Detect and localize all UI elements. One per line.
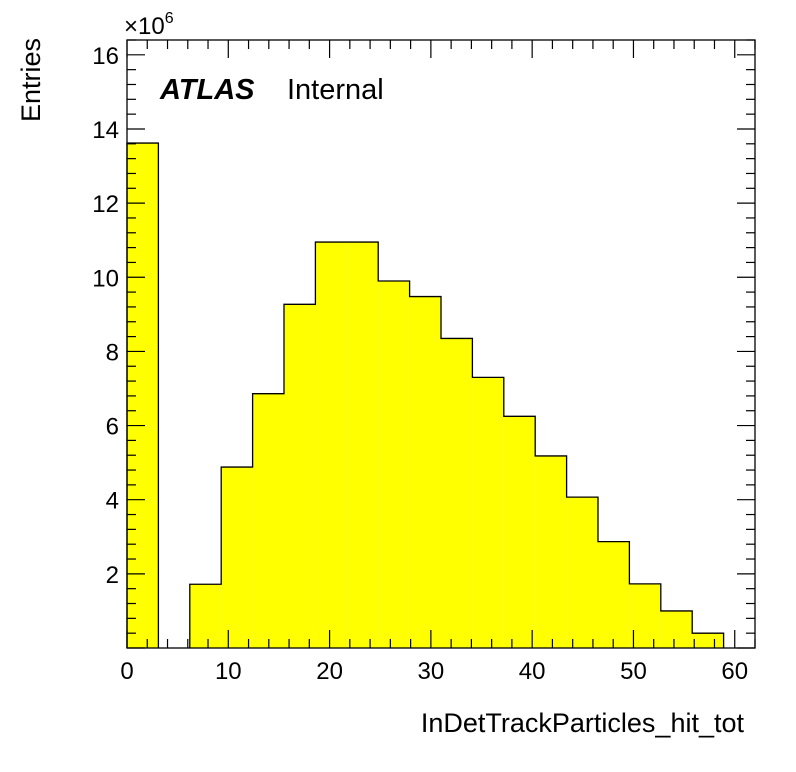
histogram-bar <box>503 416 536 648</box>
y-multiplier-base: ×10 <box>124 13 165 40</box>
y-tick-label: 12 <box>92 191 119 218</box>
x-tick-label: 40 <box>519 658 546 685</box>
x-tick-label: 20 <box>316 658 343 685</box>
y-tick-label: 6 <box>106 414 119 441</box>
histogram-bar <box>660 610 693 648</box>
histogram-bar <box>378 280 410 648</box>
histogram-bar <box>315 242 347 649</box>
y-tick-label: 16 <box>92 43 119 70</box>
internal-label: Internal <box>287 74 384 106</box>
y-tick-label: 14 <box>92 117 119 144</box>
histogram-bar <box>284 304 316 648</box>
histogram-bars <box>126 142 725 649</box>
tick-labels: 0 10 20 30 40 50 60 2 4 6 8 10 12 14 16 <box>92 43 748 685</box>
x-tick-label: 50 <box>620 658 647 685</box>
histogram-bar <box>221 467 253 648</box>
y-tick-label: 2 <box>106 562 119 589</box>
histogram-bar <box>252 393 284 648</box>
histogram-bar <box>346 242 379 649</box>
histogram-bar <box>472 377 504 648</box>
y-tick-label: 10 <box>92 265 119 292</box>
y-tick-label: 8 <box>106 339 119 366</box>
y-multiplier-exponent: 6 <box>165 10 174 27</box>
x-tick-label: 60 <box>721 658 748 685</box>
x-tick-label: 30 <box>418 658 445 685</box>
histogram-bar <box>598 541 630 648</box>
axis-ticks <box>126 39 756 649</box>
histogram-bar <box>409 296 441 648</box>
histogram-bar <box>441 338 473 648</box>
y-axis-title: Entries <box>16 38 46 122</box>
histogram-bar <box>692 633 724 648</box>
histogram-bar <box>629 583 661 648</box>
y-tick-label: 4 <box>106 488 119 515</box>
plot-frame <box>126 39 756 649</box>
histogram-bar <box>189 584 222 648</box>
atlas-label: ATLAS <box>159 74 255 106</box>
x-tick-label: 10 <box>215 658 242 685</box>
histogram-bar <box>535 455 567 648</box>
histogram-bar <box>566 497 598 648</box>
y-multiplier: ×106 <box>124 10 174 40</box>
x-tick-label: 0 <box>120 658 133 685</box>
x-axis-title: InDetTrackParticles_hit_tot <box>421 708 745 738</box>
